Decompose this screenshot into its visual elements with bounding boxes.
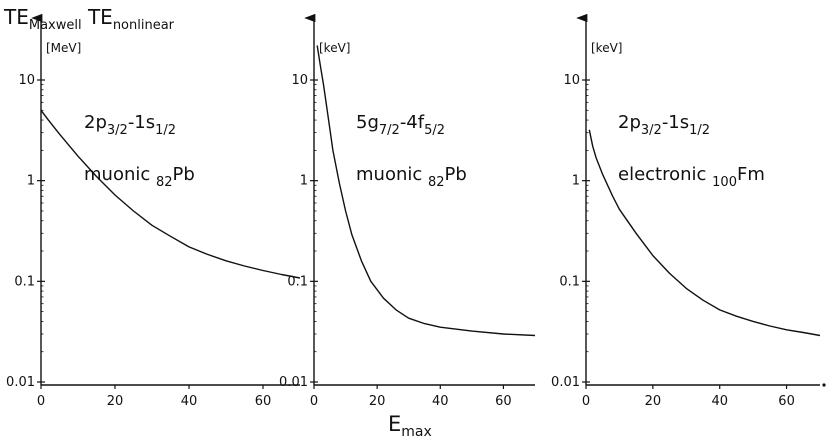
y-tick-label: 0.1	[287, 274, 308, 289]
x-tick-label: 40	[432, 394, 449, 409]
y-tick-label: 1	[300, 174, 308, 189]
x-tick-label: 0	[310, 394, 318, 409]
series-line	[588, 129, 821, 337]
x-tick-label: 0	[582, 394, 590, 409]
x-tick-label: 60	[495, 394, 512, 409]
y-tick-label: 0.1	[559, 274, 580, 289]
x-axis-label: Emax	[388, 412, 432, 440]
unit-label: [keV]	[319, 41, 350, 55]
unit-label: [MeV]	[46, 41, 81, 55]
transition-label-line1: 5g7/2-4f5/2	[356, 112, 445, 138]
y-tick-label: 1	[572, 174, 580, 189]
x-tick-label: 40	[711, 394, 728, 409]
panel-3: [keV] 0.01 0.1 1 10 0 20 40 60 2p3/2-1s1/2 electro…	[551, 13, 826, 409]
unit-label: [keV]	[591, 41, 622, 55]
transition-label-line1: 2p3/2-1s1/2	[84, 112, 176, 138]
x-tick-label: 20	[645, 394, 662, 409]
transition-label-line2: muonic 82Pb	[356, 164, 467, 190]
panel-1: [MeV] 0.01 0.1 1 10 0 20 40 60 2p3/2-1s1/2 muonic …	[6, 13, 301, 409]
transition-label-line2: muonic 82Pb	[84, 164, 195, 190]
x-tick-label: 60	[255, 394, 272, 409]
series-line	[40, 109, 301, 279]
y-tick-label: 0.01	[279, 375, 308, 390]
y-tick-label: 1	[27, 174, 35, 189]
x-tick-label: 0	[37, 394, 45, 409]
series-line	[316, 45, 536, 337]
x-tick-label: 60	[778, 394, 795, 409]
y-tick-label: 10	[18, 73, 35, 88]
x-tick-label: 20	[369, 394, 386, 409]
panel-2: [keV] 0.01 0.1 1 10 0 20 40 60 5g7/2-4f5/2 muonic …	[279, 13, 536, 409]
transition-label-line2: electronic 100Fm	[618, 164, 765, 190]
y-tick-label: 0.01	[551, 375, 580, 390]
x-axis-end-dot	[822, 383, 826, 387]
chart-title: TEMaxwell TEnonlinear	[3, 5, 175, 33]
x-tick-label: 20	[107, 394, 124, 409]
transition-label-line1: 2p3/2-1s1/2	[618, 112, 710, 138]
x-tick-label: 40	[181, 394, 198, 409]
y-tick-label: 10	[563, 73, 580, 88]
y-tick-label: 0.1	[14, 274, 35, 289]
y-tick-label: 10	[291, 73, 308, 88]
y-tick-label: 0.01	[6, 375, 35, 390]
